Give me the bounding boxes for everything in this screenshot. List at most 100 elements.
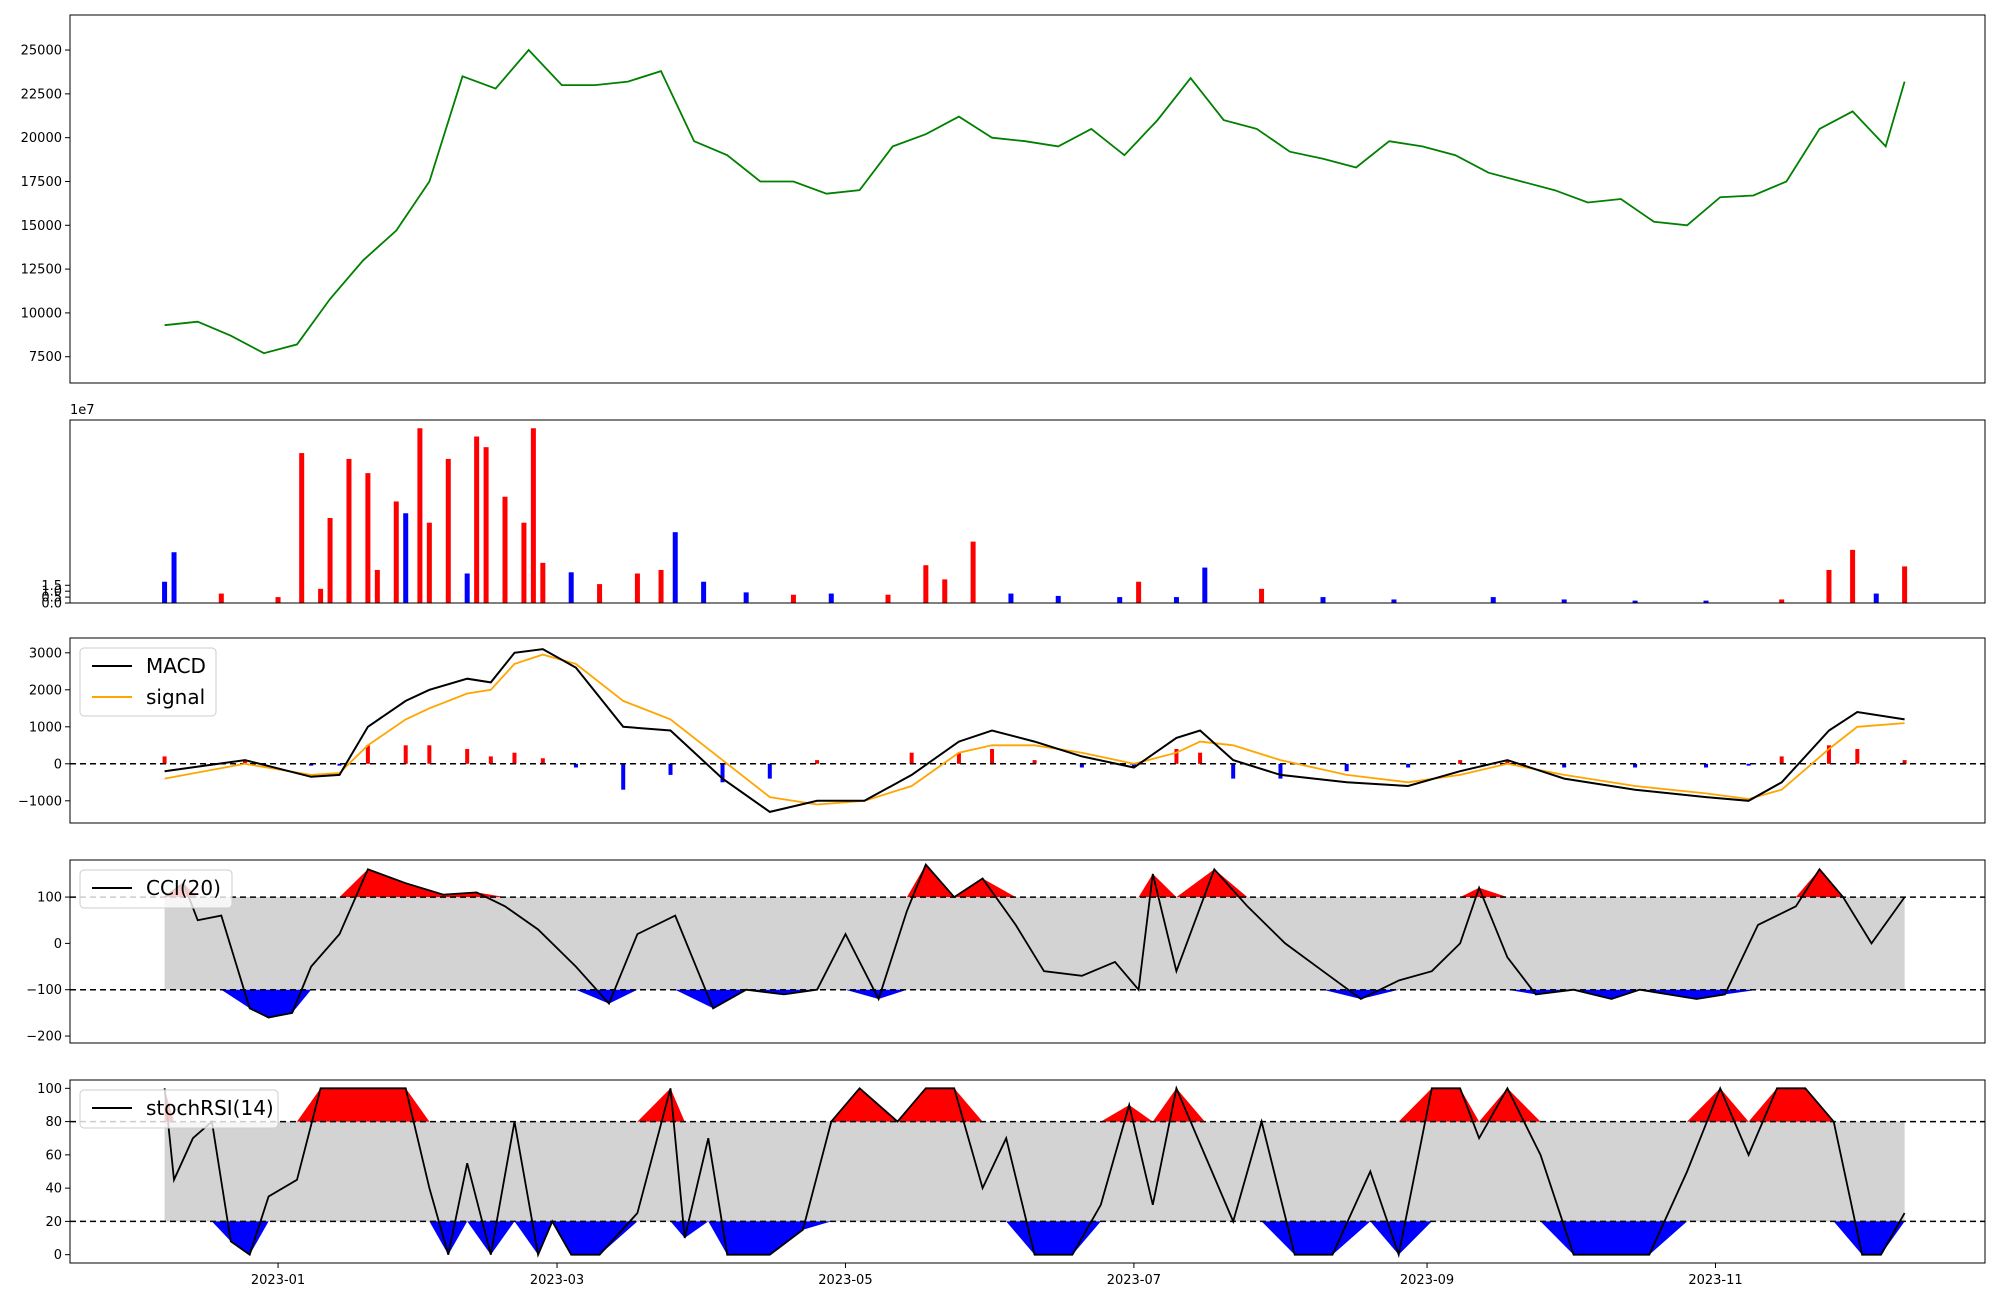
volume-bar (502, 496, 508, 603)
macd-histogram-bar (815, 760, 820, 764)
stochrsi-legend-box (79, 1089, 279, 1129)
price-plot-area (164, 48, 1906, 355)
cci-panel: 100 0 −100 −200 CCI(20) (26, 859, 1986, 1045)
cci-plot-area (70, 862, 1985, 1019)
y-tick-label: 2000 (29, 683, 62, 698)
volume-bar (1490, 597, 1496, 603)
stochrsi-legend: stochRSI(14) (79, 1089, 279, 1129)
volume-bar (417, 428, 423, 603)
volume-bar (1055, 595, 1061, 603)
volume-bar (365, 473, 371, 603)
macd-line (164, 648, 1905, 813)
volume-bar (445, 458, 451, 603)
volume-bar (1826, 569, 1832, 603)
macd-histogram-bar (1902, 760, 1907, 764)
volume-bar (540, 562, 546, 603)
volume-bar (1173, 597, 1179, 603)
price-frame (69, 14, 1986, 384)
volume-bar (275, 597, 281, 603)
y-tick-label: 100 (37, 891, 62, 906)
volume-bar (923, 565, 929, 603)
y-tick-label: 40 (45, 1182, 62, 1197)
macd-histogram-bar (621, 763, 626, 790)
macd-histogram-bar (1406, 763, 1411, 768)
macd-histogram-bar (767, 763, 772, 779)
macd-histogram-bar (573, 763, 578, 768)
y-tick-label: 0 (54, 1248, 62, 1263)
volume-y-axis: 0.00.51.01.5 (41, 579, 70, 612)
volume-bar (299, 453, 305, 603)
macd-histogram-bar (668, 763, 673, 775)
y-tick-label: 10000 (21, 306, 62, 321)
stochrsi-neutral-band (164, 1121, 1905, 1222)
macd-histogram-bar (337, 763, 342, 766)
macd-legend-label: MACD (146, 654, 206, 678)
cci-frame (69, 859, 1986, 1044)
macd-histogram-bar (488, 756, 493, 764)
y-tick-label: 15000 (21, 219, 62, 234)
volume-frame (69, 419, 1986, 604)
y-tick-label: 22500 (21, 87, 62, 102)
macd-histogram-bar (720, 763, 725, 783)
x-tick-label: 2023-05 (818, 1273, 872, 1288)
macd-histogram-bar (1231, 763, 1236, 779)
x-tick-label: 2023-09 (1400, 1273, 1454, 1288)
macd-histogram-bar (1562, 763, 1567, 768)
cci-oversold-fill (164, 989, 1905, 1018)
y-tick-label: −1000 (18, 794, 62, 809)
volume-bar (1008, 593, 1014, 603)
volume-bar (464, 573, 470, 603)
cci-legend-label: CCI(20) (146, 876, 221, 900)
macd-histogram-bar (540, 758, 545, 764)
y-tick-label: 0.0 (41, 597, 62, 612)
volume-offset-label: 1e7 (70, 403, 95, 418)
volume-panel: 0.00.51.01.5 1e7 (41, 403, 1986, 612)
volume-bar (597, 584, 603, 603)
volume-bar (1117, 597, 1123, 603)
macd-histogram-bar (1198, 752, 1203, 764)
price-y-axis: 7500 10000 12500 15000 17500 20000 22500 25000 (21, 44, 70, 365)
volume-bar (483, 447, 489, 603)
y-tick-label: 7500 (29, 350, 62, 365)
volume-bar (1202, 567, 1208, 603)
stochrsi-oversold-fill (164, 1221, 1905, 1255)
macd-histogram-bar (1704, 763, 1709, 768)
y-tick-label: 0 (54, 757, 62, 772)
macd-histogram-bar (1079, 763, 1084, 768)
y-tick-label: 17500 (21, 175, 62, 190)
volume-bar (521, 522, 527, 603)
stochrsi-panel: 100 80 60 40 20 0 stochRSI(14) (37, 1079, 1986, 1264)
volume-plot-area (162, 428, 1908, 603)
stochrsi-plot-area (70, 1085, 1985, 1259)
volume-bar (393, 501, 399, 603)
volume-bar (942, 579, 948, 603)
y-tick-label: 20 (45, 1215, 62, 1230)
macd-histogram-bar (1131, 763, 1136, 768)
macd-histogram-bar (465, 749, 470, 764)
macd-histogram-bar (403, 745, 408, 764)
macd-frame (69, 637, 1986, 824)
volume-bar (403, 513, 409, 603)
volume-bar (1850, 549, 1856, 603)
stochrsi-frame (69, 1079, 1986, 1264)
stochrsi-legend-label: stochRSI(14) (146, 1096, 274, 1120)
macd-histogram-bar (1458, 760, 1463, 764)
cci-legend-box (79, 869, 233, 909)
volume-bar (1320, 597, 1326, 603)
volume-bar (171, 552, 177, 603)
volume-bar (1136, 581, 1142, 603)
macd-histogram-bar (1779, 756, 1784, 764)
volume-bar (1779, 599, 1785, 603)
volume-bar (1259, 588, 1265, 603)
x-tick-label: 2023-03 (530, 1273, 584, 1288)
macd-histogram-bar (1746, 763, 1751, 766)
volume-bar (1632, 600, 1638, 603)
volume-bar (672, 532, 678, 603)
cci-y-axis: 100 0 −100 −200 (26, 891, 70, 1045)
x-tick-label: 2023-01 (251, 1273, 305, 1288)
stochrsi-line (163, 1085, 1906, 1259)
volume-bar (828, 593, 834, 603)
y-tick-label: 1.0 (41, 585, 62, 600)
volume-bar (162, 581, 168, 603)
